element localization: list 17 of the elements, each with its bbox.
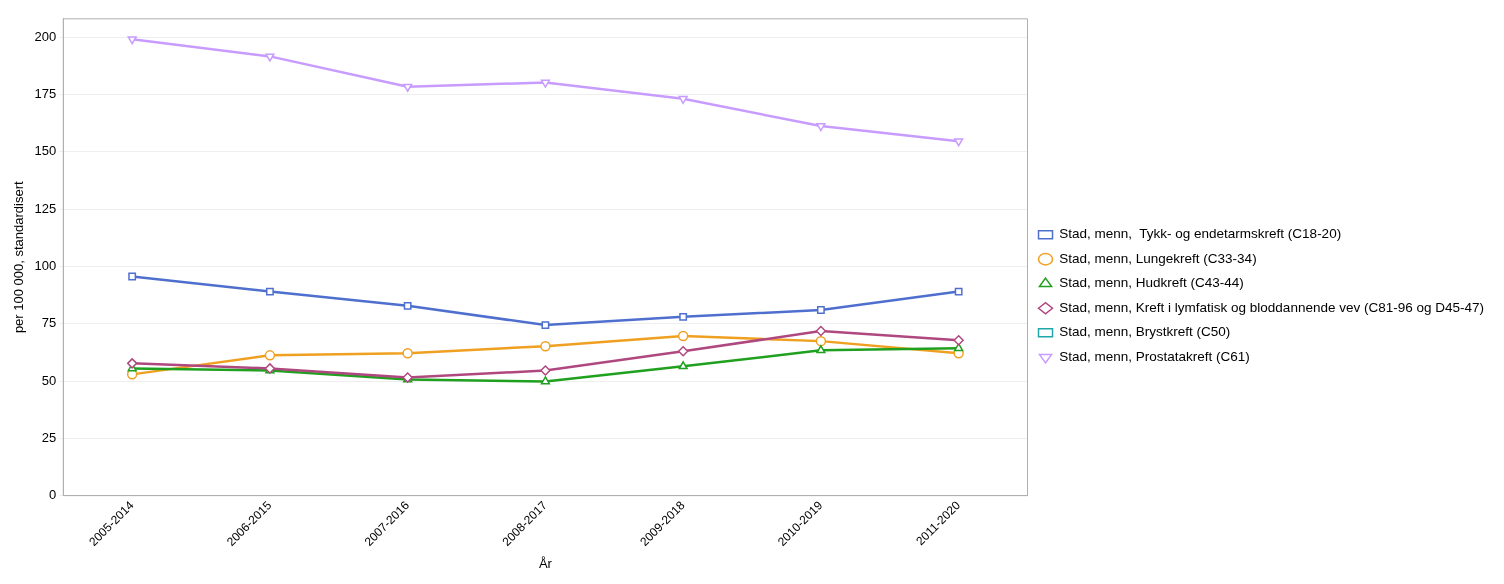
legend-label: Stad, menn, Brystkreft (C50) [1059, 324, 1231, 340]
y-tick-label: 200 [34, 28, 57, 44]
y-tick-label: 175 [34, 86, 57, 102]
legend-label: Stad, menn, Hudkreft (C43-44) [1059, 275, 1244, 291]
legend-label: Stad, menn, Prostatakreft (C61) [1059, 348, 1250, 364]
legend-label: Stad, menn, Tykk- og endetarmskreft (C18-20) [1059, 226, 1342, 242]
y-tick-label: 150 [34, 143, 57, 159]
y-tick-label: 25 [41, 429, 57, 445]
y-tick-label: 0 [49, 487, 57, 503]
y-tick-label: 75 [41, 315, 57, 331]
y-tick-label: 50 [41, 372, 57, 388]
y-tick-label: 100 [34, 257, 57, 273]
y-tick-label: 125 [34, 200, 57, 216]
y-axis-title: per 100 000, standardisert [11, 180, 27, 334]
legend-label: Stad, menn, Lungekreft (C33-34) [1059, 250, 1257, 266]
legend-label: Stad, menn, Kreft i lymfatisk og bloddannende vev (C81-96 og D45-47) [1059, 299, 1485, 315]
x-axis-title: År [538, 555, 553, 571]
